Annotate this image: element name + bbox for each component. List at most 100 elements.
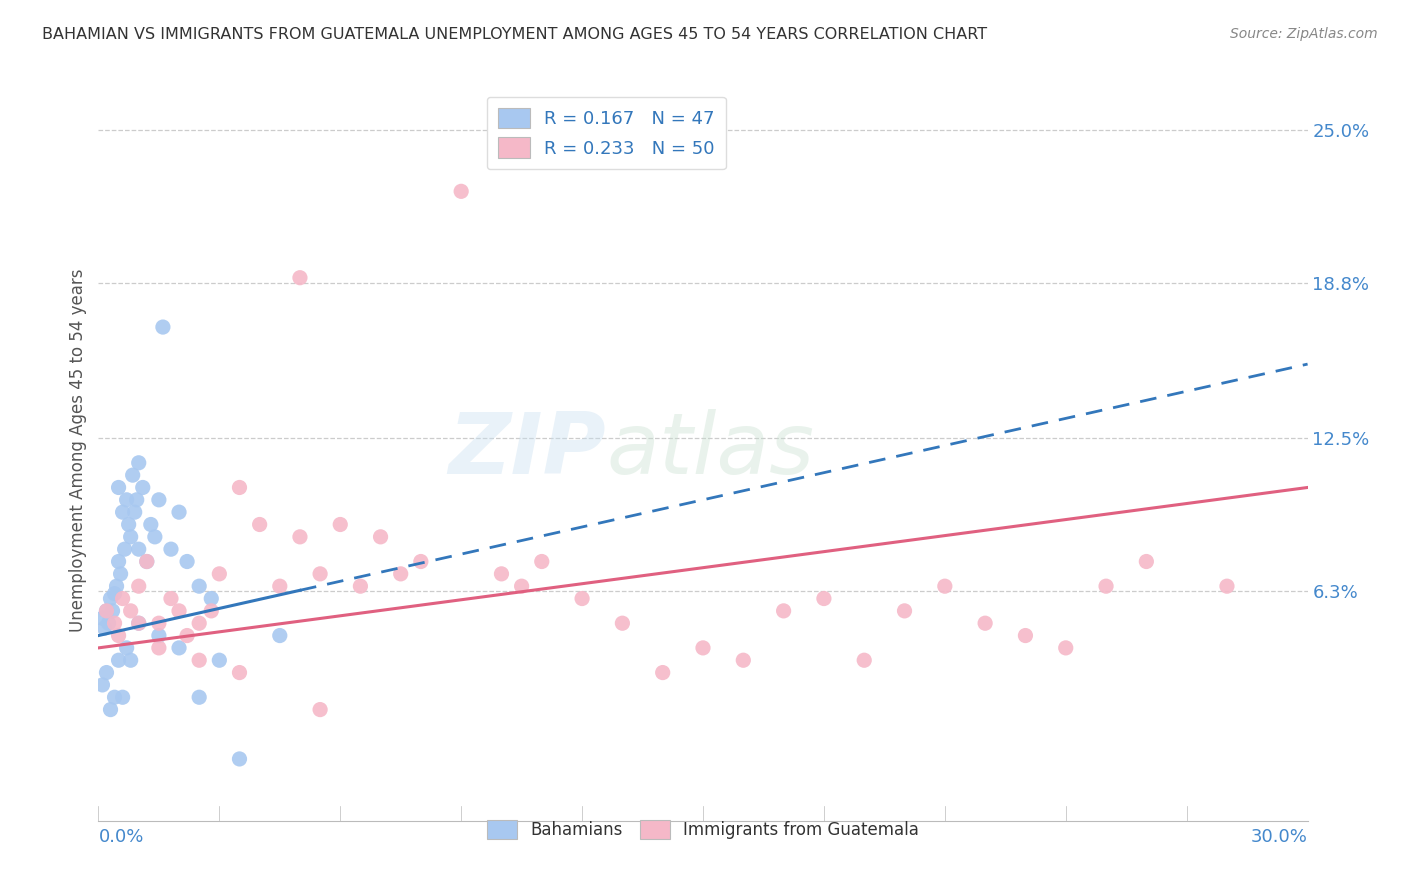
Point [329, 517, 352, 532]
Point [101, 604, 124, 618]
Point [853, 653, 876, 667]
Text: atlas: atlas [606, 409, 814, 492]
Point [1054, 640, 1077, 655]
Point [188, 579, 211, 593]
Point [228, 480, 250, 494]
Point [96, 604, 118, 618]
Point [111, 690, 134, 705]
Point [107, 653, 129, 667]
Point [103, 586, 125, 600]
Point [571, 591, 593, 606]
Point [120, 653, 142, 667]
Point [107, 480, 129, 494]
Point [974, 616, 997, 631]
Point [228, 665, 250, 680]
Point [208, 653, 231, 667]
Point [91, 678, 114, 692]
Point [128, 456, 150, 470]
Point [135, 554, 157, 569]
Point [269, 579, 291, 593]
Point [370, 530, 392, 544]
Point [409, 554, 432, 569]
Point [208, 566, 231, 581]
Point [813, 591, 835, 606]
Point [135, 554, 157, 569]
Point [91, 611, 114, 625]
Point [510, 579, 533, 593]
Point [893, 604, 915, 618]
Point [200, 604, 222, 618]
Point [96, 665, 118, 680]
Point [103, 616, 125, 631]
Legend: Bahamians, Immigrants from Guatemala: Bahamians, Immigrants from Guatemala [481, 813, 925, 846]
Point [111, 505, 134, 519]
Point [309, 703, 332, 717]
Point [97, 616, 120, 631]
Point [188, 690, 211, 705]
Point [132, 480, 155, 494]
Point [167, 640, 190, 655]
Point [228, 752, 250, 766]
Point [107, 629, 129, 643]
Point [111, 591, 134, 606]
Point [114, 542, 136, 557]
Text: BAHAMIAN VS IMMIGRANTS FROM GUATEMALA UNEMPLOYMENT AMONG AGES 45 TO 54 YEARS COR: BAHAMIAN VS IMMIGRANTS FROM GUATEMALA UN… [42, 27, 987, 42]
Point [309, 566, 332, 581]
Point [128, 616, 150, 631]
Point [188, 616, 211, 631]
Point [651, 665, 673, 680]
Point [115, 640, 138, 655]
Point [167, 604, 190, 618]
Point [176, 554, 198, 569]
Point [148, 640, 170, 655]
Point [249, 517, 271, 532]
Y-axis label: Unemployment Among Ages 45 to 54 years: Unemployment Among Ages 45 to 54 years [69, 268, 87, 632]
Point [288, 270, 311, 285]
Point [105, 579, 128, 593]
Point [128, 542, 150, 557]
Point [100, 703, 122, 717]
Text: ZIP: ZIP [449, 409, 606, 492]
Point [692, 640, 714, 655]
Point [96, 604, 118, 618]
Point [288, 530, 311, 544]
Point [530, 554, 553, 569]
Point [349, 579, 371, 593]
Point [107, 554, 129, 569]
Point [128, 616, 150, 631]
Point [269, 629, 291, 643]
Point [389, 566, 412, 581]
Point [118, 517, 141, 532]
Point [772, 604, 794, 618]
Point [733, 653, 755, 667]
Text: Source: ZipAtlas.com: Source: ZipAtlas.com [1230, 27, 1378, 41]
Text: 30.0%: 30.0% [1251, 828, 1308, 846]
Point [491, 566, 513, 581]
Point [139, 517, 162, 532]
Point [1095, 579, 1118, 593]
Point [120, 530, 142, 544]
Point [167, 505, 190, 519]
Point [148, 616, 170, 631]
Point [124, 505, 146, 519]
Point [188, 653, 211, 667]
Point [148, 492, 170, 507]
Point [125, 492, 148, 507]
Point [100, 591, 122, 606]
Point [115, 492, 138, 507]
Point [612, 616, 634, 631]
Point [120, 604, 142, 618]
Point [93, 621, 115, 635]
Point [121, 468, 143, 483]
Point [128, 579, 150, 593]
Point [160, 542, 183, 557]
Point [143, 530, 166, 544]
Point [148, 629, 170, 643]
Point [934, 579, 956, 593]
Point [110, 566, 132, 581]
Point [1014, 629, 1036, 643]
Point [176, 629, 198, 643]
Point [152, 320, 174, 334]
Point [450, 185, 472, 199]
Point [1216, 579, 1239, 593]
